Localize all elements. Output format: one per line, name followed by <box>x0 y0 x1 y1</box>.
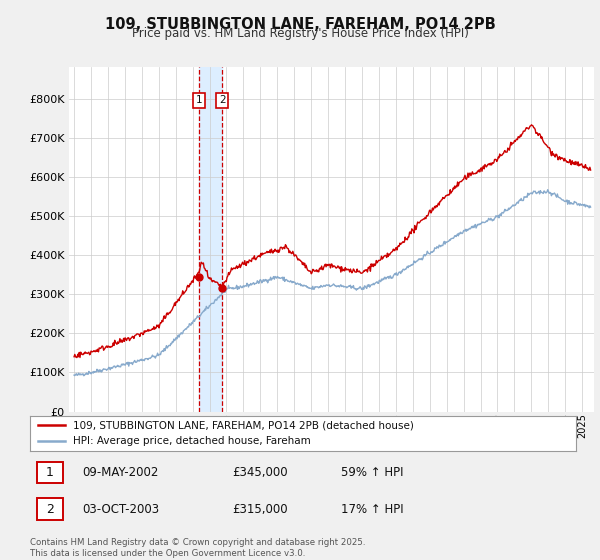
Text: 1: 1 <box>196 95 202 105</box>
Text: 03-OCT-2003: 03-OCT-2003 <box>82 502 159 516</box>
Text: 59% ↑ HPI: 59% ↑ HPI <box>341 466 404 479</box>
Text: Contains HM Land Registry data © Crown copyright and database right 2025.
This d: Contains HM Land Registry data © Crown c… <box>30 538 365 558</box>
Text: 09-MAY-2002: 09-MAY-2002 <box>82 466 158 479</box>
Text: 109, STUBBINGTON LANE, FAREHAM, PO14 2PB: 109, STUBBINGTON LANE, FAREHAM, PO14 2PB <box>104 17 496 32</box>
Text: £315,000: £315,000 <box>232 502 287 516</box>
Text: Price paid vs. HM Land Registry's House Price Index (HPI): Price paid vs. HM Land Registry's House … <box>131 27 469 40</box>
Text: HPI: Average price, detached house, Fareham: HPI: Average price, detached house, Fare… <box>73 436 310 446</box>
FancyBboxPatch shape <box>37 462 63 483</box>
Bar <box>199 67 222 412</box>
FancyBboxPatch shape <box>37 498 63 520</box>
Text: 109, STUBBINGTON LANE, FAREHAM, PO14 2PB (detached house): 109, STUBBINGTON LANE, FAREHAM, PO14 2PB… <box>73 421 413 431</box>
Text: 2: 2 <box>46 502 53 516</box>
Text: 17% ↑ HPI: 17% ↑ HPI <box>341 502 404 516</box>
Text: £345,000: £345,000 <box>232 466 287 479</box>
Text: 1: 1 <box>46 466 53 479</box>
Text: 2: 2 <box>219 95 226 105</box>
